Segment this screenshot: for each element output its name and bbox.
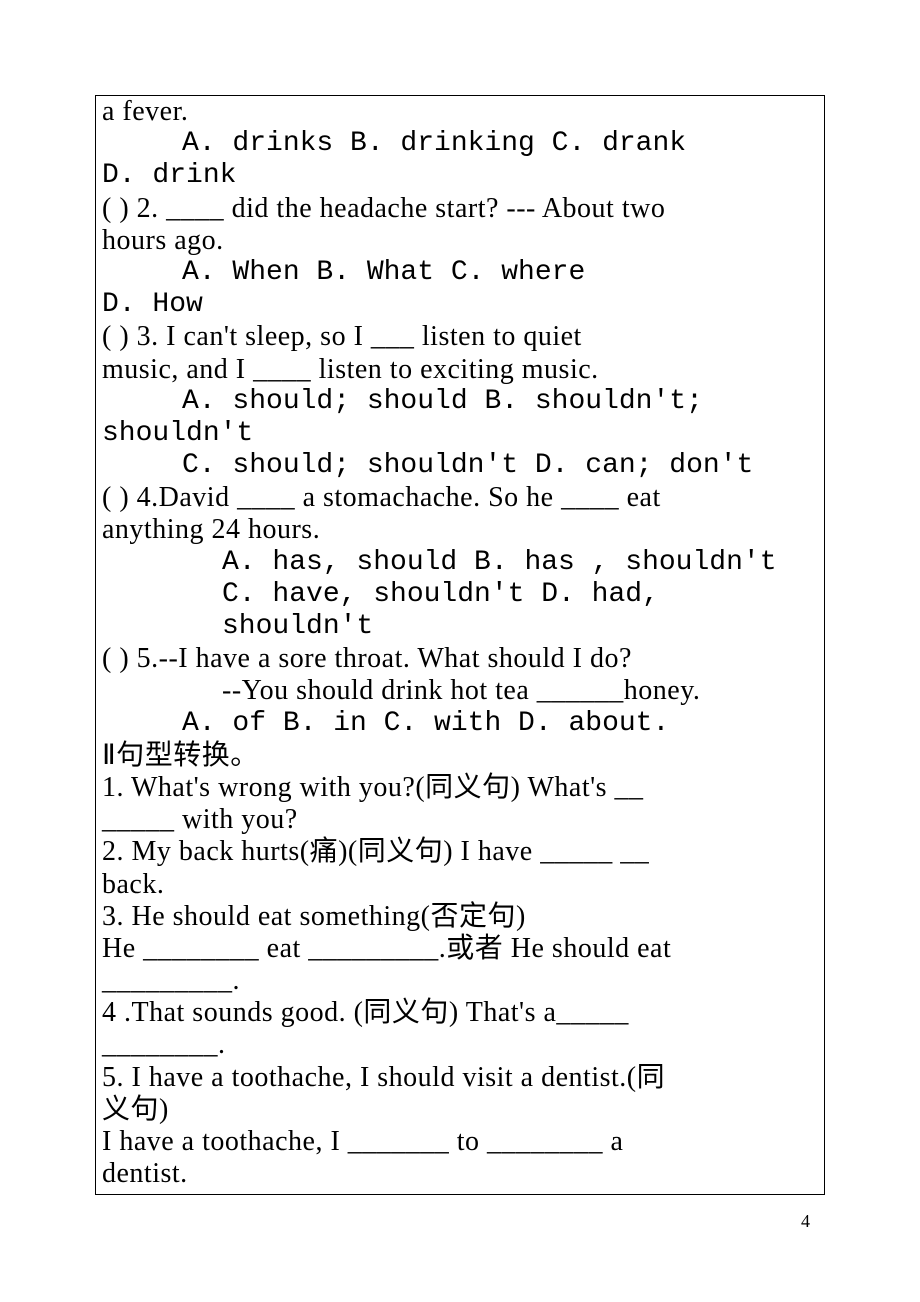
text-line: He ________ eat _________.或者 He should e… [102, 933, 818, 965]
options-line: A. drinks B. drinking C. drank [102, 128, 818, 160]
text-line: music, and I ____ listen to exciting mus… [102, 354, 818, 386]
text-line: --You should drink hot tea ______honey. [102, 675, 818, 707]
question-4: ( ) 4.David ____ a stomachache. So he __… [102, 482, 818, 514]
options-line: A. has, should B. has , shouldn't [102, 547, 818, 579]
document-page: a fever. A. drinks B. drinking C. drank … [0, 0, 920, 1302]
text-line: a fever. [102, 96, 818, 128]
options-line: A. should; should B. shouldn't; [102, 386, 818, 418]
text-line: _________. [102, 965, 818, 997]
text-line: ________. [102, 1029, 818, 1061]
worksheet-box: a fever. A. drinks B. drinking C. drank … [95, 95, 825, 1195]
transform-q3: 3. He should eat something(否定句) [102, 901, 818, 933]
page-number: 4 [801, 1211, 810, 1232]
question-2: ( ) 2. ____ did the headache start? --- … [102, 193, 818, 225]
transform-q4: 4 .That sounds good. (同义句) That's a_____ [102, 997, 818, 1029]
option-d: D. drink [102, 160, 818, 192]
text-line: 义句) [102, 1094, 818, 1126]
question-3: ( ) 3. I can't sleep, so I ___ listen to… [102, 321, 818, 353]
transform-q1: 1. What's wrong with you?(同义句) What's __ [102, 772, 818, 804]
text-line: back. [102, 869, 818, 901]
text-line: anything 24 hours. [102, 514, 818, 546]
text-line: hours ago. [102, 225, 818, 257]
options-line: C. should; shouldn't D. can; don't [102, 450, 818, 482]
text-line: dentist. [102, 1158, 818, 1190]
question-5: ( ) 5.--I have a sore throat. What shoul… [102, 643, 818, 675]
options-line: C. have, shouldn't D. had, shouldn't [102, 579, 818, 643]
text-line: I have a toothache, I _______ to _______… [102, 1126, 818, 1158]
transform-q5: 5. I have a toothache, I should visit a … [102, 1062, 818, 1094]
options-line: A. When B. What C. where [102, 257, 818, 289]
transform-q2: 2. My back hurts(痛)(同义句) I have _____ __ [102, 836, 818, 868]
options-line: A. of B. in C. with D. about. [102, 708, 818, 740]
option-d: D. How [102, 289, 818, 321]
section-2-heading: Ⅱ句型转换。 [102, 740, 818, 772]
text-line: _____ with you? [102, 804, 818, 836]
text-line: shouldn't [102, 418, 818, 450]
